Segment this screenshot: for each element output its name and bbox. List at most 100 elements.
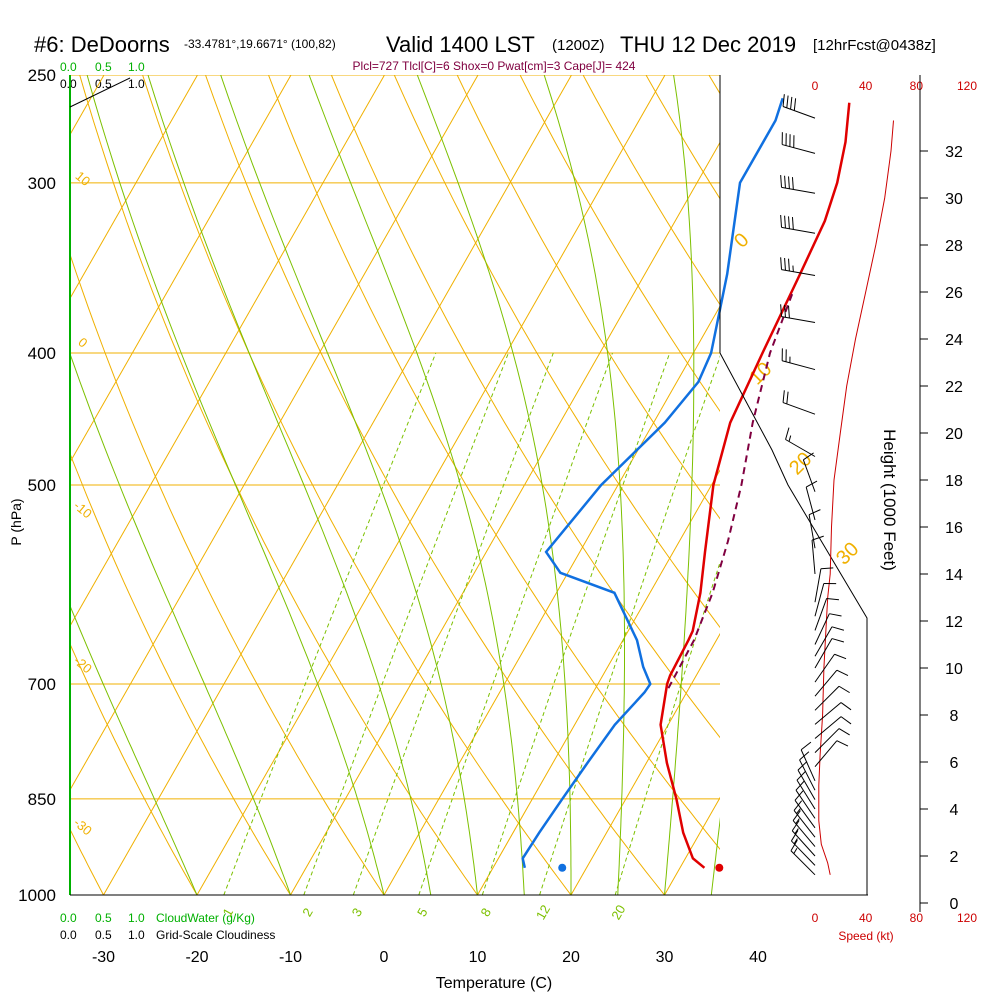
mixing-ratio-label: 3 <box>349 905 366 919</box>
wind-barb <box>808 509 821 549</box>
height-tick-label: 16 <box>945 520 963 537</box>
temperature-tick: 40 <box>749 949 767 966</box>
height-tick-label: 30 <box>945 191 963 208</box>
cloudiness-profile-line <box>69 77 131 108</box>
wind-barb-shaft <box>814 568 822 603</box>
moist-adiabat-line <box>710 816 720 895</box>
wind-barb-half-flag <box>788 435 792 442</box>
height-tick-label: 12 <box>945 614 963 631</box>
moist-adiabat-line <box>543 75 625 895</box>
pressure-tick: 300 <box>28 174 56 193</box>
moist-adiabat-line <box>416 75 572 895</box>
wind-barb <box>780 175 816 194</box>
wind-barb <box>799 751 816 791</box>
wind-barb-flag <box>784 175 786 189</box>
wind-barb <box>814 685 850 711</box>
height-tick-label: 4 <box>950 802 959 819</box>
wind-barb-half-flag <box>794 828 799 834</box>
wind-barb-flag <box>838 685 850 694</box>
wind-barb <box>781 348 816 371</box>
station-coords: -33.4781°,19.6671° (100,82) <box>184 37 336 51</box>
height-tick-label: 0 <box>950 896 959 913</box>
wind-barb-flag <box>791 177 794 190</box>
wind-barb-flag <box>811 535 824 541</box>
height-axis-label: Height (1000 Feet) <box>880 429 899 571</box>
wind-barb <box>790 830 816 866</box>
wind-barb <box>814 613 842 645</box>
temperature-tick: 20 <box>562 949 580 966</box>
speed-tick-bottom: 40 <box>859 911 873 925</box>
wind-barb-flag <box>793 800 803 811</box>
wind-barb-half-flag <box>796 808 801 814</box>
wind-barb <box>782 94 816 119</box>
height-tick-label: 26 <box>945 285 963 302</box>
wind-barb-shaft <box>814 669 838 697</box>
wind-barb <box>781 132 816 154</box>
isotherm-line <box>758 75 1000 895</box>
wind-barb-shaft <box>814 638 833 669</box>
wind-barb-half-flag <box>793 848 798 854</box>
dry-adiabat-line <box>835 75 1000 895</box>
skewt-profiles <box>521 97 851 872</box>
wind-barb-flag <box>788 216 790 229</box>
wind-barb-flag <box>790 96 793 110</box>
isotherm-line <box>103 75 572 895</box>
wind-barb <box>814 740 849 768</box>
wind-barb-flag <box>836 740 849 747</box>
isotherm-line <box>70 75 198 300</box>
isotherm-line <box>477 469 720 895</box>
wind-barb <box>791 820 816 857</box>
cloudwater-scale-bottom-1: 0.5 <box>95 911 112 925</box>
pressure-tick: 700 <box>28 675 56 694</box>
wind-barb <box>814 597 839 631</box>
pressure-tick: 850 <box>28 790 56 809</box>
moist-adiabat-line <box>70 352 291 895</box>
temperature-line <box>659 102 851 869</box>
wind-barb-shaft <box>814 685 840 711</box>
wind-barb-shaft <box>781 269 816 277</box>
wind-barb <box>802 452 816 492</box>
moist-adiabat-line <box>70 604 198 895</box>
wind-barb-shaft <box>814 702 842 725</box>
isotherm-line <box>290 141 720 895</box>
isotherm-line <box>70 75 479 791</box>
height-tick-label: 2 <box>950 849 959 866</box>
speed-tick-top: 0 <box>812 79 819 93</box>
moist-adiabat-line <box>86 75 385 895</box>
wind-barb-shaft <box>811 540 816 575</box>
wind-barb-flag <box>782 94 785 107</box>
wind-barb-flag <box>784 215 786 229</box>
mixing-ratio-line <box>418 352 613 895</box>
wind-barb <box>814 669 849 697</box>
speed-tick-bottom: 80 <box>910 911 924 925</box>
wind-barb-flag <box>788 305 790 319</box>
wind-barb-shaft <box>805 486 816 521</box>
mixing-ratio-label: 20 <box>608 902 628 922</box>
pressure-tick: 400 <box>28 344 56 363</box>
wind-barb-flag <box>808 509 821 516</box>
wind-barb <box>805 480 818 521</box>
wind-barb <box>814 653 847 683</box>
wind-barb <box>814 728 850 753</box>
wind-barb <box>811 535 824 575</box>
wind-barb-shaft <box>814 583 825 617</box>
cloudwater-scale-top-1: 0.5 <box>95 60 112 74</box>
wind-barb <box>800 741 816 782</box>
wind-barb-flag <box>780 214 783 228</box>
wind-barb-shaft <box>808 514 816 549</box>
temperature-tick: 30 <box>656 949 674 966</box>
cloudiness-scale-top-0: 0.0 <box>60 77 77 91</box>
dry-adiabat-line <box>519 75 720 413</box>
mixing-ratio-line <box>539 355 720 895</box>
wind-barb-flag <box>791 217 794 230</box>
wind-barb-flag <box>782 390 785 403</box>
cloudiness-scale-top-2: 1.0 <box>128 77 145 91</box>
wind-barb-shaft <box>782 144 816 154</box>
dry-adiabat-line <box>456 75 720 520</box>
valid-time: Valid 1400 LST <box>386 32 535 57</box>
speed-axis-label: Speed (kt) <box>838 929 893 943</box>
wind-barb <box>780 304 816 324</box>
header: #6: DeDoorns -33.4781°,19.6671° (100,82)… <box>34 32 936 73</box>
